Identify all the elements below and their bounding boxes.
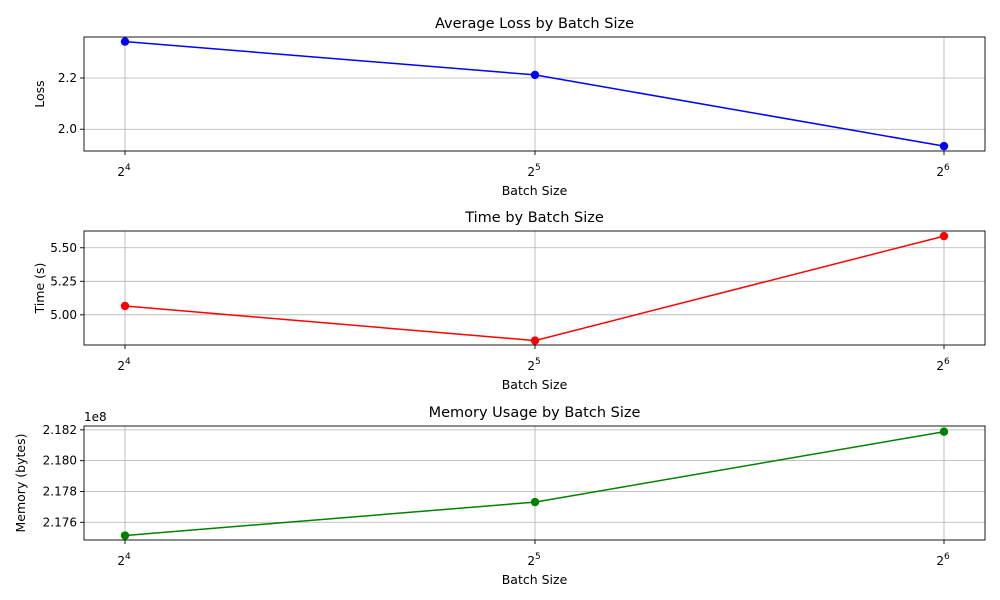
x-tick-label: 25 — [527, 552, 540, 568]
axis-offset-label: 1e8 — [84, 410, 107, 424]
y-tick-label: 2.178 — [43, 484, 77, 498]
y-axis-label: Time (s) — [32, 263, 47, 315]
x-axis-label: Batch Size — [502, 572, 568, 587]
data-point — [939, 427, 949, 436]
axes-frame — [83, 36, 986, 152]
x-tick-label: 25 — [527, 357, 540, 373]
series-line — [124, 430, 945, 537]
y-tick-label: 2.180 — [43, 454, 77, 468]
data-point — [530, 497, 540, 507]
subplot-2: 5.00 5.25 5.50 24 25 26 Time by Batch Size Batc… — [32, 210, 986, 392]
y-axis-label: Memory (bytes) — [13, 434, 28, 533]
series-line — [124, 235, 945, 342]
axes-frame — [83, 425, 986, 541]
x-tick-label: 26 — [936, 163, 950, 179]
y-tick-label: 2.182 — [43, 423, 77, 437]
data-point — [530, 336, 540, 345]
axes-frame — [83, 230, 986, 346]
x-tick-label: 24 — [117, 552, 131, 568]
x-tick-label: 26 — [936, 552, 950, 568]
y-tick-label: 2.176 — [43, 515, 77, 529]
x-tick-label: 25 — [527, 163, 540, 179]
subplot-1: 2.0 2.2 24 25 26 Average Loss by Batch Size Ba… — [32, 16, 986, 198]
x-tick-label: 24 — [117, 163, 131, 179]
data-point — [939, 141, 949, 151]
y-tick-label: 5.25 — [50, 274, 77, 288]
data-point — [120, 531, 130, 540]
data-point — [120, 301, 130, 311]
y-tick-label: 2.2 — [58, 71, 77, 85]
subplot-3: 2.176 2.178 2.180 2.182 24 25 26 Memory Usage b… — [13, 405, 986, 587]
chart-title: Memory Usage by Batch Size — [429, 405, 641, 421]
data-point — [530, 70, 540, 80]
x-tick-label: 24 — [117, 357, 131, 373]
y-tick-label: 5.00 — [50, 308, 77, 322]
data-point — [120, 37, 130, 46]
x-tick-label: 26 — [936, 357, 950, 373]
chart-title: Average Loss by Batch Size — [435, 16, 634, 32]
series-line — [124, 40, 945, 147]
data-point — [939, 231, 949, 241]
chart-title: Time by Batch Size — [464, 210, 604, 226]
x-axis-label: Batch Size — [502, 377, 568, 392]
y-tick-label: 2.0 — [58, 122, 77, 136]
y-tick-label: 5.50 — [50, 241, 77, 255]
y-axis-label: Loss — [32, 80, 47, 107]
x-axis-label: Batch Size — [502, 183, 568, 198]
